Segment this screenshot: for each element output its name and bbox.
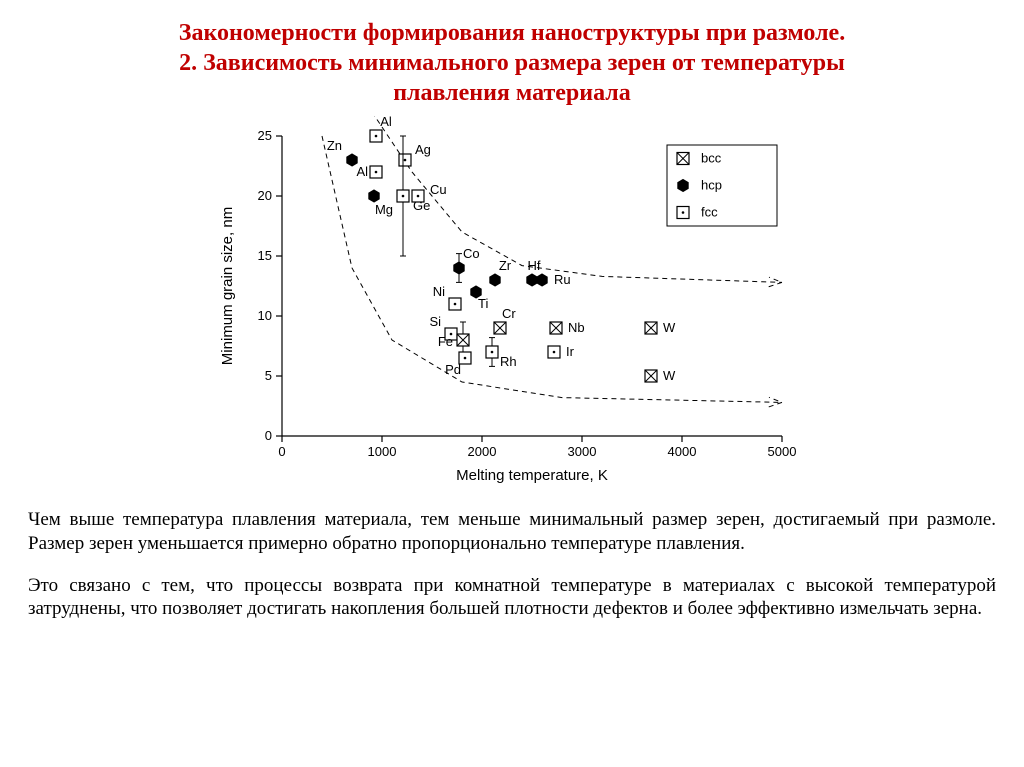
- paragraph-1: Чем выше температура плавления материала…: [28, 508, 996, 556]
- svg-text:10: 10: [258, 308, 272, 323]
- svg-text:Ir: Ir: [566, 344, 575, 359]
- svg-text:Fe: Fe: [438, 334, 453, 349]
- svg-text:W: W: [663, 368, 676, 383]
- svg-text:Rh: Rh: [500, 354, 517, 369]
- svg-text:1000: 1000: [368, 444, 397, 459]
- svg-text:Co: Co: [463, 246, 480, 261]
- grain-size-vs-melting-temp-chart: 0 1000 2000 3000 4000 5000 0 5 10 15 20 25 Melting t…: [192, 116, 832, 496]
- svg-text:Cu: Cu: [430, 182, 447, 197]
- svg-text:5000: 5000: [768, 444, 797, 459]
- svg-text:Ti: Ti: [478, 296, 488, 311]
- svg-text:5: 5: [265, 368, 272, 383]
- svg-text:20: 20: [258, 188, 272, 203]
- svg-text:Zr: Zr: [499, 258, 512, 273]
- page-title: Закономерности формирования наноструктур…: [28, 18, 996, 108]
- svg-text:Ag: Ag: [415, 142, 431, 157]
- svg-text:W: W: [663, 320, 676, 335]
- svg-text:2000: 2000: [468, 444, 497, 459]
- svg-text:Cr: Cr: [502, 306, 516, 321]
- svg-text:Al: Al: [380, 116, 392, 129]
- svg-text:Minimum grain size, nm: Minimum grain size, nm: [219, 207, 236, 365]
- svg-text:fcc: fcc: [701, 205, 718, 220]
- svg-text:bcc: bcc: [701, 151, 722, 166]
- svg-text:3000: 3000: [568, 444, 597, 459]
- svg-text:Ru: Ru: [554, 272, 571, 287]
- title-line-1: Закономерности формирования наноструктур…: [179, 20, 845, 46]
- paragraph-2: Это связано с тем, что процессы возврата…: [28, 574, 996, 622]
- svg-text:hcp: hcp: [701, 178, 722, 193]
- svg-text:Nb: Nb: [568, 320, 585, 335]
- chart-container: 0 1000 2000 3000 4000 5000 0 5 10 15 20 25 Melting t…: [192, 116, 832, 496]
- title-line-3: плавления материала: [393, 80, 631, 106]
- svg-text:4000: 4000: [668, 444, 697, 459]
- svg-text:Si: Si: [429, 314, 441, 329]
- svg-text:0: 0: [265, 428, 272, 443]
- svg-text:Zn: Zn: [327, 138, 342, 153]
- svg-text:Ni: Ni: [433, 284, 445, 299]
- svg-text:Mg: Mg: [375, 202, 393, 217]
- svg-text:Melting temperature, K: Melting temperature, K: [456, 467, 608, 484]
- svg-text:Hf: Hf: [528, 258, 541, 273]
- svg-text:25: 25: [258, 128, 272, 143]
- svg-text:Al: Al: [356, 164, 368, 179]
- svg-text:15: 15: [258, 248, 272, 263]
- svg-text:0: 0: [278, 444, 285, 459]
- svg-text:Pd: Pd: [445, 362, 461, 377]
- title-line-2: 2. Зависимость минимального размера зере…: [179, 50, 845, 76]
